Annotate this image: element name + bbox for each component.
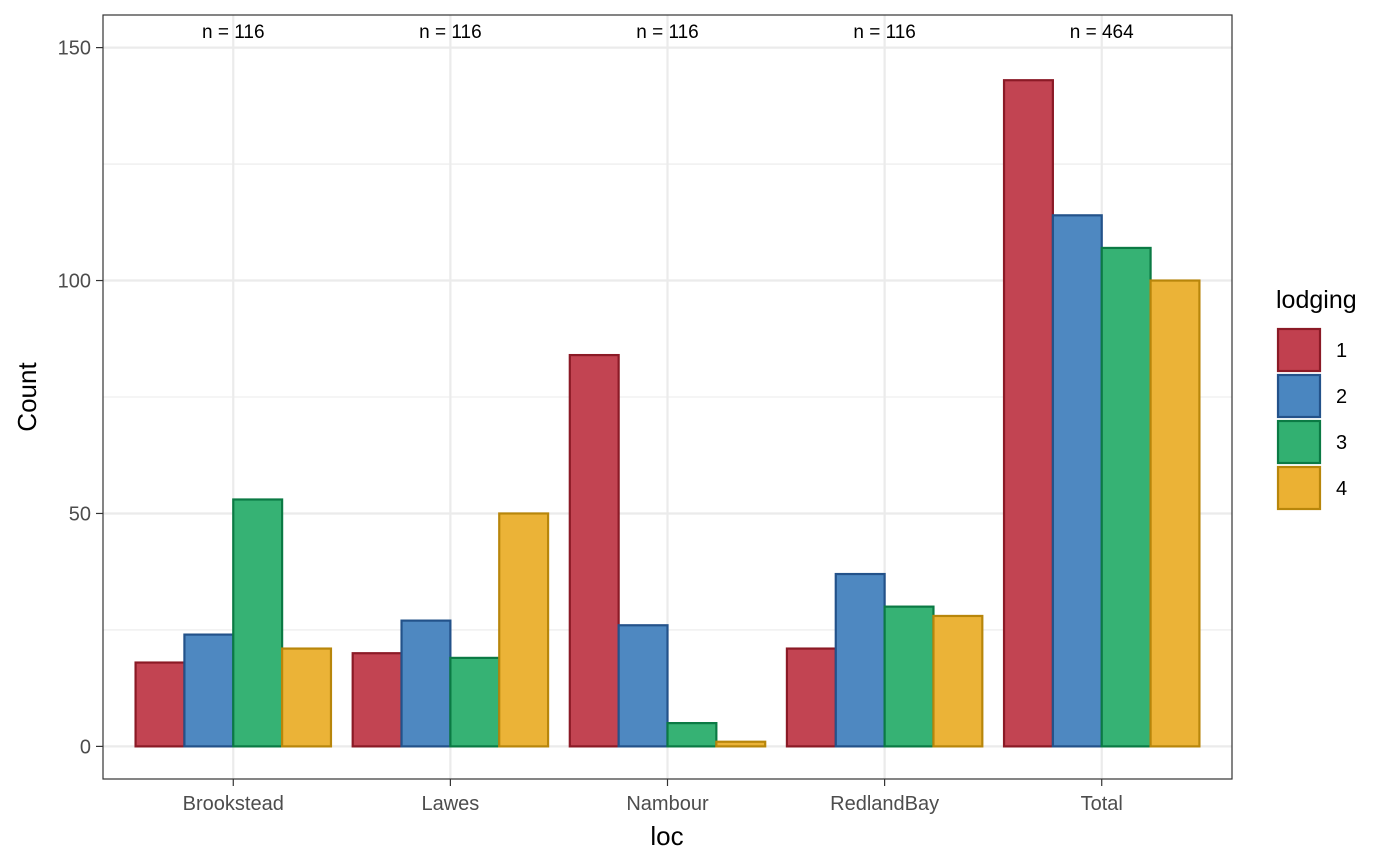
n-label: n = 116 <box>853 22 916 43</box>
legend-key-4 <box>1276 465 1322 511</box>
legend-label: 2 <box>1336 386 1347 408</box>
legend-label: 3 <box>1336 432 1347 454</box>
x-tick-label: RedlandBay <box>830 793 939 815</box>
y-tick-label: 150 <box>58 38 91 60</box>
bar-lawes-lodging-4 <box>498 512 550 748</box>
bar-total-lodging-4 <box>1149 279 1201 748</box>
y-axis-title: Count <box>12 362 42 432</box>
bar-total-lodging-1 <box>1002 79 1054 748</box>
bars <box>134 79 1201 748</box>
legend-key-1 <box>1276 327 1322 373</box>
legend-title: lodging <box>1276 286 1357 314</box>
x-axis-title: loc <box>650 821 683 851</box>
n-label: n = 116 <box>202 22 265 43</box>
bar-brookstead-lodging-4 <box>281 647 333 748</box>
n-label: n = 116 <box>419 22 482 43</box>
bar-nambour-lodging-4 <box>715 740 767 748</box>
y-tick-label: 100 <box>58 271 91 293</box>
bar-brookstead-lodging-3 <box>232 498 284 748</box>
bar-brookstead-lodging-2 <box>183 633 235 748</box>
legend-label: 4 <box>1336 478 1347 500</box>
bar-total-lodging-2 <box>1051 214 1103 748</box>
bar-redlandbay-lodging-1 <box>785 647 837 748</box>
bar-redlandbay-lodging-3 <box>883 605 935 748</box>
bar-nambour-lodging-3 <box>666 721 718 748</box>
bar-redlandbay-lodging-4 <box>932 614 984 748</box>
x-tick-label: Nambour <box>626 793 709 815</box>
bar-lawes-lodging-3 <box>449 656 501 748</box>
legend: lodging 1 2 3 4 <box>1276 286 1357 511</box>
legend-label: 1 <box>1336 340 1347 362</box>
legend-key-2 <box>1276 373 1322 419</box>
n-label: n = 116 <box>636 22 699 43</box>
bar-lawes-lodging-2 <box>400 619 452 748</box>
x-tick-label: Total <box>1081 793 1123 815</box>
y-axis: 0 50 100 150 <box>58 38 103 758</box>
y-tick-label: 0 <box>80 736 91 758</box>
bar-redlandbay-lodging-2 <box>834 572 886 748</box>
bar-brookstead-lodging-1 <box>134 661 186 748</box>
n-label: n = 464 <box>1070 22 1134 43</box>
bar-lawes-lodging-1 <box>351 652 403 748</box>
y-tick-label: 50 <box>69 503 91 525</box>
bar-total-lodging-3 <box>1100 246 1152 748</box>
bar-nambour-lodging-1 <box>568 353 620 748</box>
bar-nambour-lodging-2 <box>617 624 669 748</box>
x-axis: Brookstead Lawes Nambour RedlandBay Total <box>183 779 1123 815</box>
n-labels: n = 116 n = 116 n = 116 n = 116 n = 464 <box>202 22 1134 43</box>
x-tick-label: Brookstead <box>183 793 284 815</box>
legend-key-3 <box>1276 419 1322 465</box>
x-tick-label: Lawes <box>421 793 479 815</box>
